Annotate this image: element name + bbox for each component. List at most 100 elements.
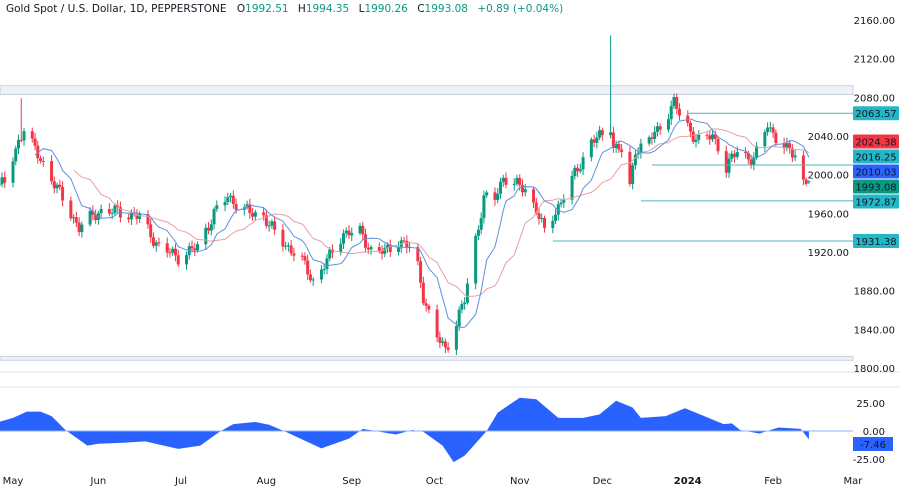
candle <box>774 129 778 147</box>
candle-body <box>284 245 288 247</box>
candle-body <box>746 152 750 160</box>
candle <box>504 172 508 189</box>
time-axis-label: Jun <box>90 476 107 487</box>
candle-body <box>366 247 370 250</box>
candle <box>165 237 169 258</box>
candle-body <box>749 159 753 165</box>
oscillator-value-label: -7.46 <box>860 440 886 451</box>
candle-body <box>74 217 78 223</box>
candle <box>688 120 692 138</box>
candle-body <box>771 127 775 133</box>
candle-body <box>523 189 527 193</box>
candle <box>427 303 431 314</box>
candle-body <box>325 258 329 270</box>
candle <box>267 220 271 232</box>
candle <box>463 296 467 310</box>
candle-body <box>358 225 362 234</box>
candle <box>540 213 544 223</box>
candle-body <box>476 229 480 236</box>
candle-body <box>248 204 252 214</box>
candle-body <box>653 131 657 139</box>
candle-body <box>768 127 772 129</box>
candle <box>253 209 257 222</box>
candle <box>435 304 439 343</box>
candle-body <box>171 248 175 253</box>
candle <box>22 127 26 146</box>
candle-body <box>598 130 602 138</box>
candle-body <box>344 230 348 234</box>
candle-body <box>457 309 461 327</box>
candle <box>666 113 670 133</box>
candle <box>570 170 574 205</box>
candle-body <box>438 337 442 343</box>
candle-body <box>694 139 698 142</box>
candle-body <box>454 326 458 350</box>
candle-body <box>463 302 467 305</box>
candle <box>135 209 139 225</box>
candle <box>107 203 111 217</box>
candle <box>554 208 558 224</box>
candle <box>380 245 384 260</box>
candle-body <box>435 309 439 338</box>
candle <box>782 137 786 155</box>
price-label: 2010.03 <box>855 167 896 178</box>
candle-body <box>303 256 307 261</box>
symbol-title[interactable]: Gold Spot / U.S. Dollar, 1D, PEPPERSTONE <box>6 3 227 15</box>
price-axis-tick: 2120.00 <box>854 55 895 66</box>
candle <box>388 239 392 258</box>
candle-body <box>614 144 618 148</box>
candle-body <box>766 127 770 133</box>
candle <box>537 207 541 225</box>
candle-body <box>493 192 497 200</box>
candle-body <box>204 227 208 245</box>
candle <box>168 248 172 258</box>
time-axis-label: Nov <box>510 476 530 487</box>
candle-body <box>636 152 640 155</box>
candle <box>50 155 54 185</box>
candle <box>30 127 34 143</box>
candle <box>763 129 767 153</box>
candle-body <box>0 177 4 185</box>
candle-body <box>744 152 748 154</box>
candle-body <box>193 248 197 251</box>
candle-body <box>341 233 345 244</box>
candle <box>708 130 712 145</box>
candle-body <box>716 138 720 152</box>
candle <box>61 181 65 207</box>
candle-body <box>80 224 84 233</box>
time-axis-label: Feb <box>764 476 782 487</box>
low-label: L <box>358 3 365 15</box>
candle <box>633 150 637 170</box>
candle <box>790 144 794 163</box>
candle <box>176 249 180 268</box>
candle-body <box>752 157 756 165</box>
price-label-box <box>853 106 899 121</box>
candle-body <box>424 303 428 306</box>
candle <box>215 200 219 212</box>
moving-average-fast-line <box>34 118 810 328</box>
time-axis-label: May <box>3 476 24 487</box>
price-axis-tick: 1800.00 <box>854 364 895 375</box>
candle-body <box>672 97 676 107</box>
candle <box>286 242 290 252</box>
candle-body <box>347 230 351 236</box>
price-label-box <box>853 134 899 149</box>
candle-body <box>540 217 544 219</box>
candle-body <box>708 135 712 140</box>
candle-body <box>99 209 103 214</box>
candle <box>592 134 596 148</box>
candle-body <box>611 132 615 148</box>
candle <box>532 186 536 209</box>
candle-body <box>386 244 390 248</box>
candle <box>55 182 59 194</box>
price-label-box <box>853 234 899 249</box>
candle-body <box>96 213 100 220</box>
candle <box>697 130 701 144</box>
change-value: +0.89 (+0.04%) <box>477 3 564 15</box>
candle-body <box>647 137 651 144</box>
candle-body <box>804 179 808 184</box>
candle <box>173 243 177 262</box>
candle <box>600 127 604 141</box>
candle-body <box>138 214 142 219</box>
